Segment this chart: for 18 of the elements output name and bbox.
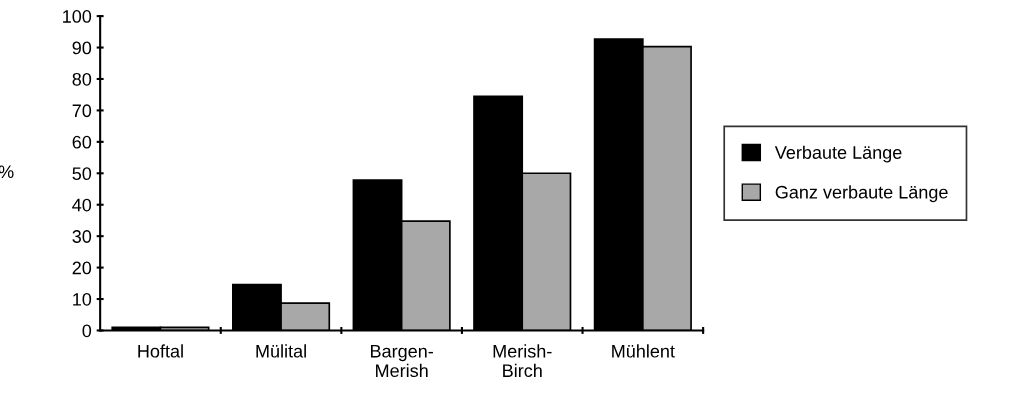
y-tick-label: 10 (73, 292, 92, 306)
legend-label: Verbaute Länge (774, 145, 902, 163)
legend-label: Ganz verbaute Länge (775, 185, 948, 203)
y-tick-label: 30 (72, 230, 92, 243)
y-tick-label: 40 (72, 198, 92, 212)
y-tick-label: 90 (72, 41, 92, 55)
x-tick-label: Bargen- Merish (371, 345, 433, 378)
y-tick-label: 20 (72, 261, 92, 275)
x-tick-label: Merish- Birch (493, 344, 552, 378)
y-tick-label: 100 (63, 10, 92, 23)
y-tick-label: 80 (72, 72, 92, 86)
y-tick-label: 0 (82, 324, 92, 338)
x-tick-label: Mülital (256, 344, 306, 358)
y-tick-label: 60 (72, 135, 92, 149)
y-tick-label: 70 (72, 104, 92, 118)
x-tick-label: Mühlent (612, 344, 675, 358)
y-tick-label: 50 (72, 167, 92, 181)
x-tick-label: Hoftal (138, 344, 183, 358)
